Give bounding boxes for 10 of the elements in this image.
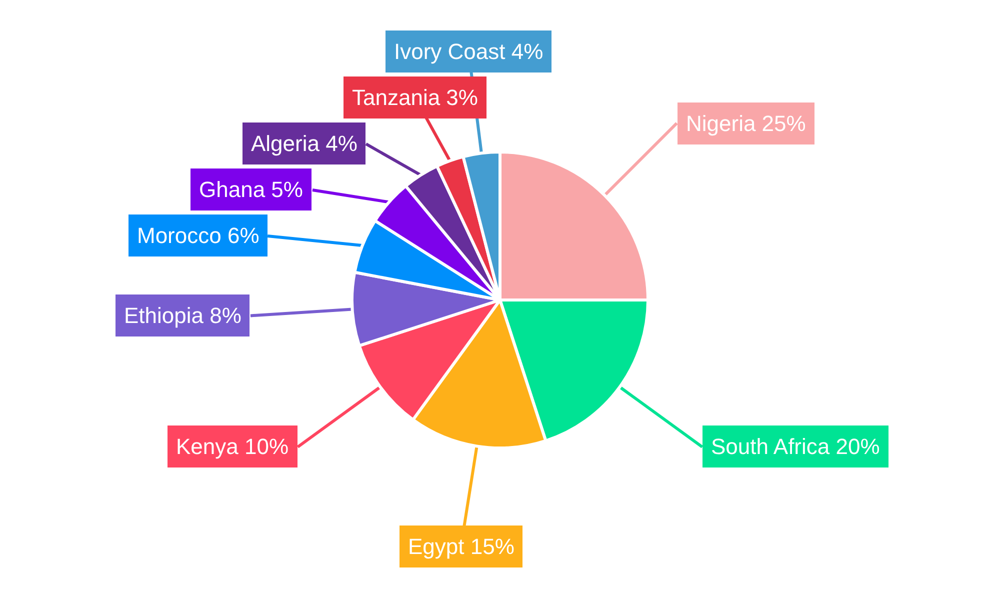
slice-label: Ethiopia 8% xyxy=(124,303,242,328)
slice-label: South Africa 20% xyxy=(711,434,880,459)
slice-label: Morocco 6% xyxy=(137,223,260,248)
slice-label: Ivory Coast 4% xyxy=(394,39,544,64)
slice-label: Kenya 10% xyxy=(176,434,289,459)
slice-label: Ghana 5% xyxy=(199,177,303,202)
slice-label: Nigeria 25% xyxy=(686,111,806,136)
slice-label: Tanzania 3% xyxy=(352,85,478,110)
slice-label: Egypt 15% xyxy=(408,534,514,559)
slice-label: Algeria 4% xyxy=(251,131,358,156)
